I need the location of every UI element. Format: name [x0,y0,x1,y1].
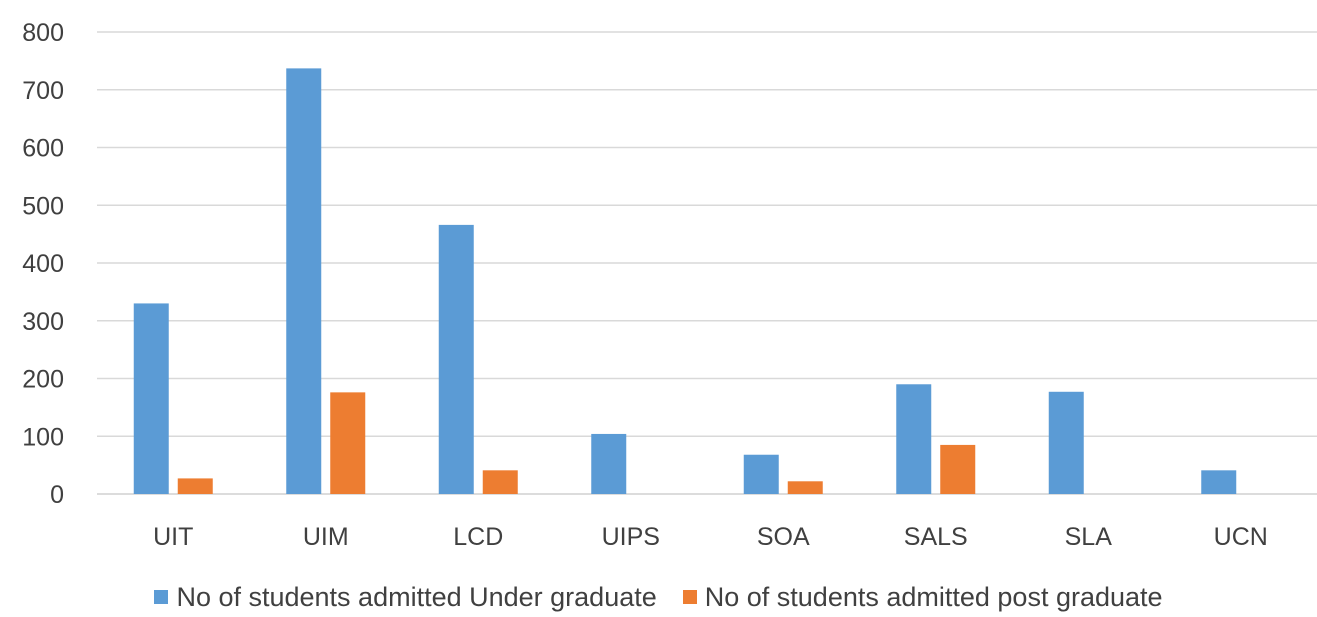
y-tick-label: 800 [22,19,64,47]
legend-label-postgraduate: No of students admitted post graduate [704,581,1163,612]
y-tick-label: 0 [50,481,64,509]
x-tick-label: UIT [153,523,193,551]
y-tick-label: 700 [22,77,64,105]
bar-uit-undergraduate [133,303,169,494]
x-tick-label: SALS [904,523,968,551]
legend: No of students admitted Under graduate N… [0,577,1317,617]
legend-swatch-postgraduate [682,590,697,604]
bar-uim-undergraduate [286,68,322,494]
legend-item-postgraduate: No of students admitted post graduate [682,581,1163,613]
gridlines [97,31,1317,495]
bar-sals-postgraduate [940,444,976,494]
bar-uit-postgraduate [177,478,213,494]
bar-lcd-undergraduate [438,224,474,494]
y-tick-label: 200 [22,366,64,394]
bar-soa-postgraduate [787,481,823,494]
bars [133,68,1237,494]
x-tick-label: SOA [757,523,810,551]
bar-lcd-postgraduate [482,470,518,494]
bar-ucn-undergraduate [1201,470,1237,494]
bar-soa-undergraduate [743,454,779,494]
y-tick-label: 600 [22,135,64,163]
y-axis-tick-labels: 0 100 200 300 400 500 600 700 800 [22,19,64,509]
x-tick-label: UCN [1214,523,1268,551]
x-tick-label: UIM [303,523,349,551]
x-tick-label: UIPS [602,523,660,551]
bar-uim-postgraduate [330,392,366,494]
bar-sla-undergraduate [1048,391,1084,494]
bar-chart: 0 100 200 300 400 500 600 700 800 UIT UIM LCD UIPS S… [22,19,1317,551]
y-tick-label: 100 [22,423,64,451]
legend-label-undergraduate: No of students admitted Under graduate [176,581,657,612]
x-axis-tick-labels: UIT UIM LCD UIPS SOA SALS SLA UCN [153,523,1268,551]
x-tick-label: LCD [453,523,503,551]
legend-item-undergraduate: No of students admitted Under graduate [154,581,657,613]
x-tick-label: SLA [1065,523,1113,551]
bar-sals-undergraduate [896,384,932,494]
y-tick-label: 500 [22,192,64,220]
bar-uips-undergraduate [591,433,627,494]
y-tick-label: 300 [22,308,64,336]
legend-swatch-undergraduate [154,590,169,604]
y-tick-label: 400 [22,250,64,278]
